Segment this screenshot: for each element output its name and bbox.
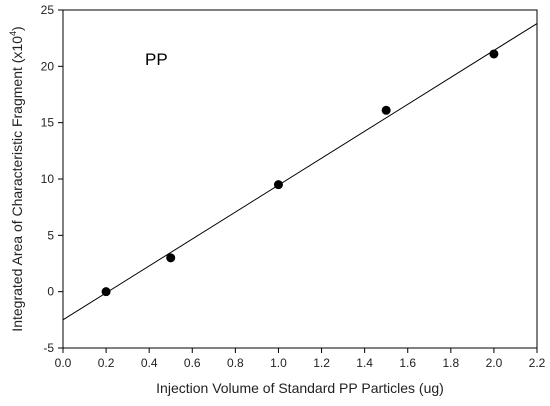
fit-line: [62, 23, 538, 321]
y-axis-label-superscript: 4: [8, 31, 18, 36]
plot-frame: [62, 9, 538, 349]
y-tick-label: 5: [47, 228, 54, 242]
y-tick-label: -5: [43, 341, 54, 355]
data-point: [489, 49, 499, 59]
y-tick-label: 0: [47, 285, 54, 299]
x-tick-label: 1.6: [399, 356, 416, 370]
y-tick-label: 25: [41, 3, 55, 17]
x-axis-ticks: 0.0 0.2 0.4 0.6 0.8 1.0 1.2 1.4 1.6 1.8 2.0 2.2: [55, 348, 546, 370]
data-point: [101, 287, 111, 297]
x-tick-label: 0.2: [98, 356, 115, 370]
y-tick-label: 10: [41, 172, 55, 186]
data-point: [381, 105, 391, 115]
regression-line: [62, 23, 538, 321]
x-tick-label: 1.8: [442, 356, 459, 370]
x-tick-label: 1.2: [313, 356, 330, 370]
data-points: [101, 49, 499, 297]
x-tick-label: 0.6: [184, 356, 201, 370]
x-tick-label: 0.8: [227, 356, 244, 370]
y-tick-label: 20: [41, 59, 55, 73]
data-point: [166, 253, 176, 263]
x-axis-label: Injection Volume of Standard PP Particle…: [156, 380, 444, 396]
y-tick-label: 15: [41, 116, 55, 130]
x-tick-label: 2.2: [529, 356, 546, 370]
y-axis-label-close: ): [9, 26, 25, 31]
x-tick-label: 1.0: [270, 356, 287, 370]
x-tick-label: 1.4: [356, 356, 373, 370]
y-axis-label-main: Integrated Area of Characteristic Fragme…: [9, 36, 25, 332]
x-tick-label: 0.4: [141, 356, 158, 370]
x-tick-label: 2.0: [486, 356, 503, 370]
x-tick-label: 0.0: [55, 356, 72, 370]
y-axis-ticks: -5 0 5 10 15 20 25: [41, 3, 63, 355]
annotation-pp: PP: [145, 50, 168, 69]
data-point: [273, 180, 283, 190]
y-axis-label: Integrated Area of Characteristic Fragme…: [8, 26, 25, 331]
